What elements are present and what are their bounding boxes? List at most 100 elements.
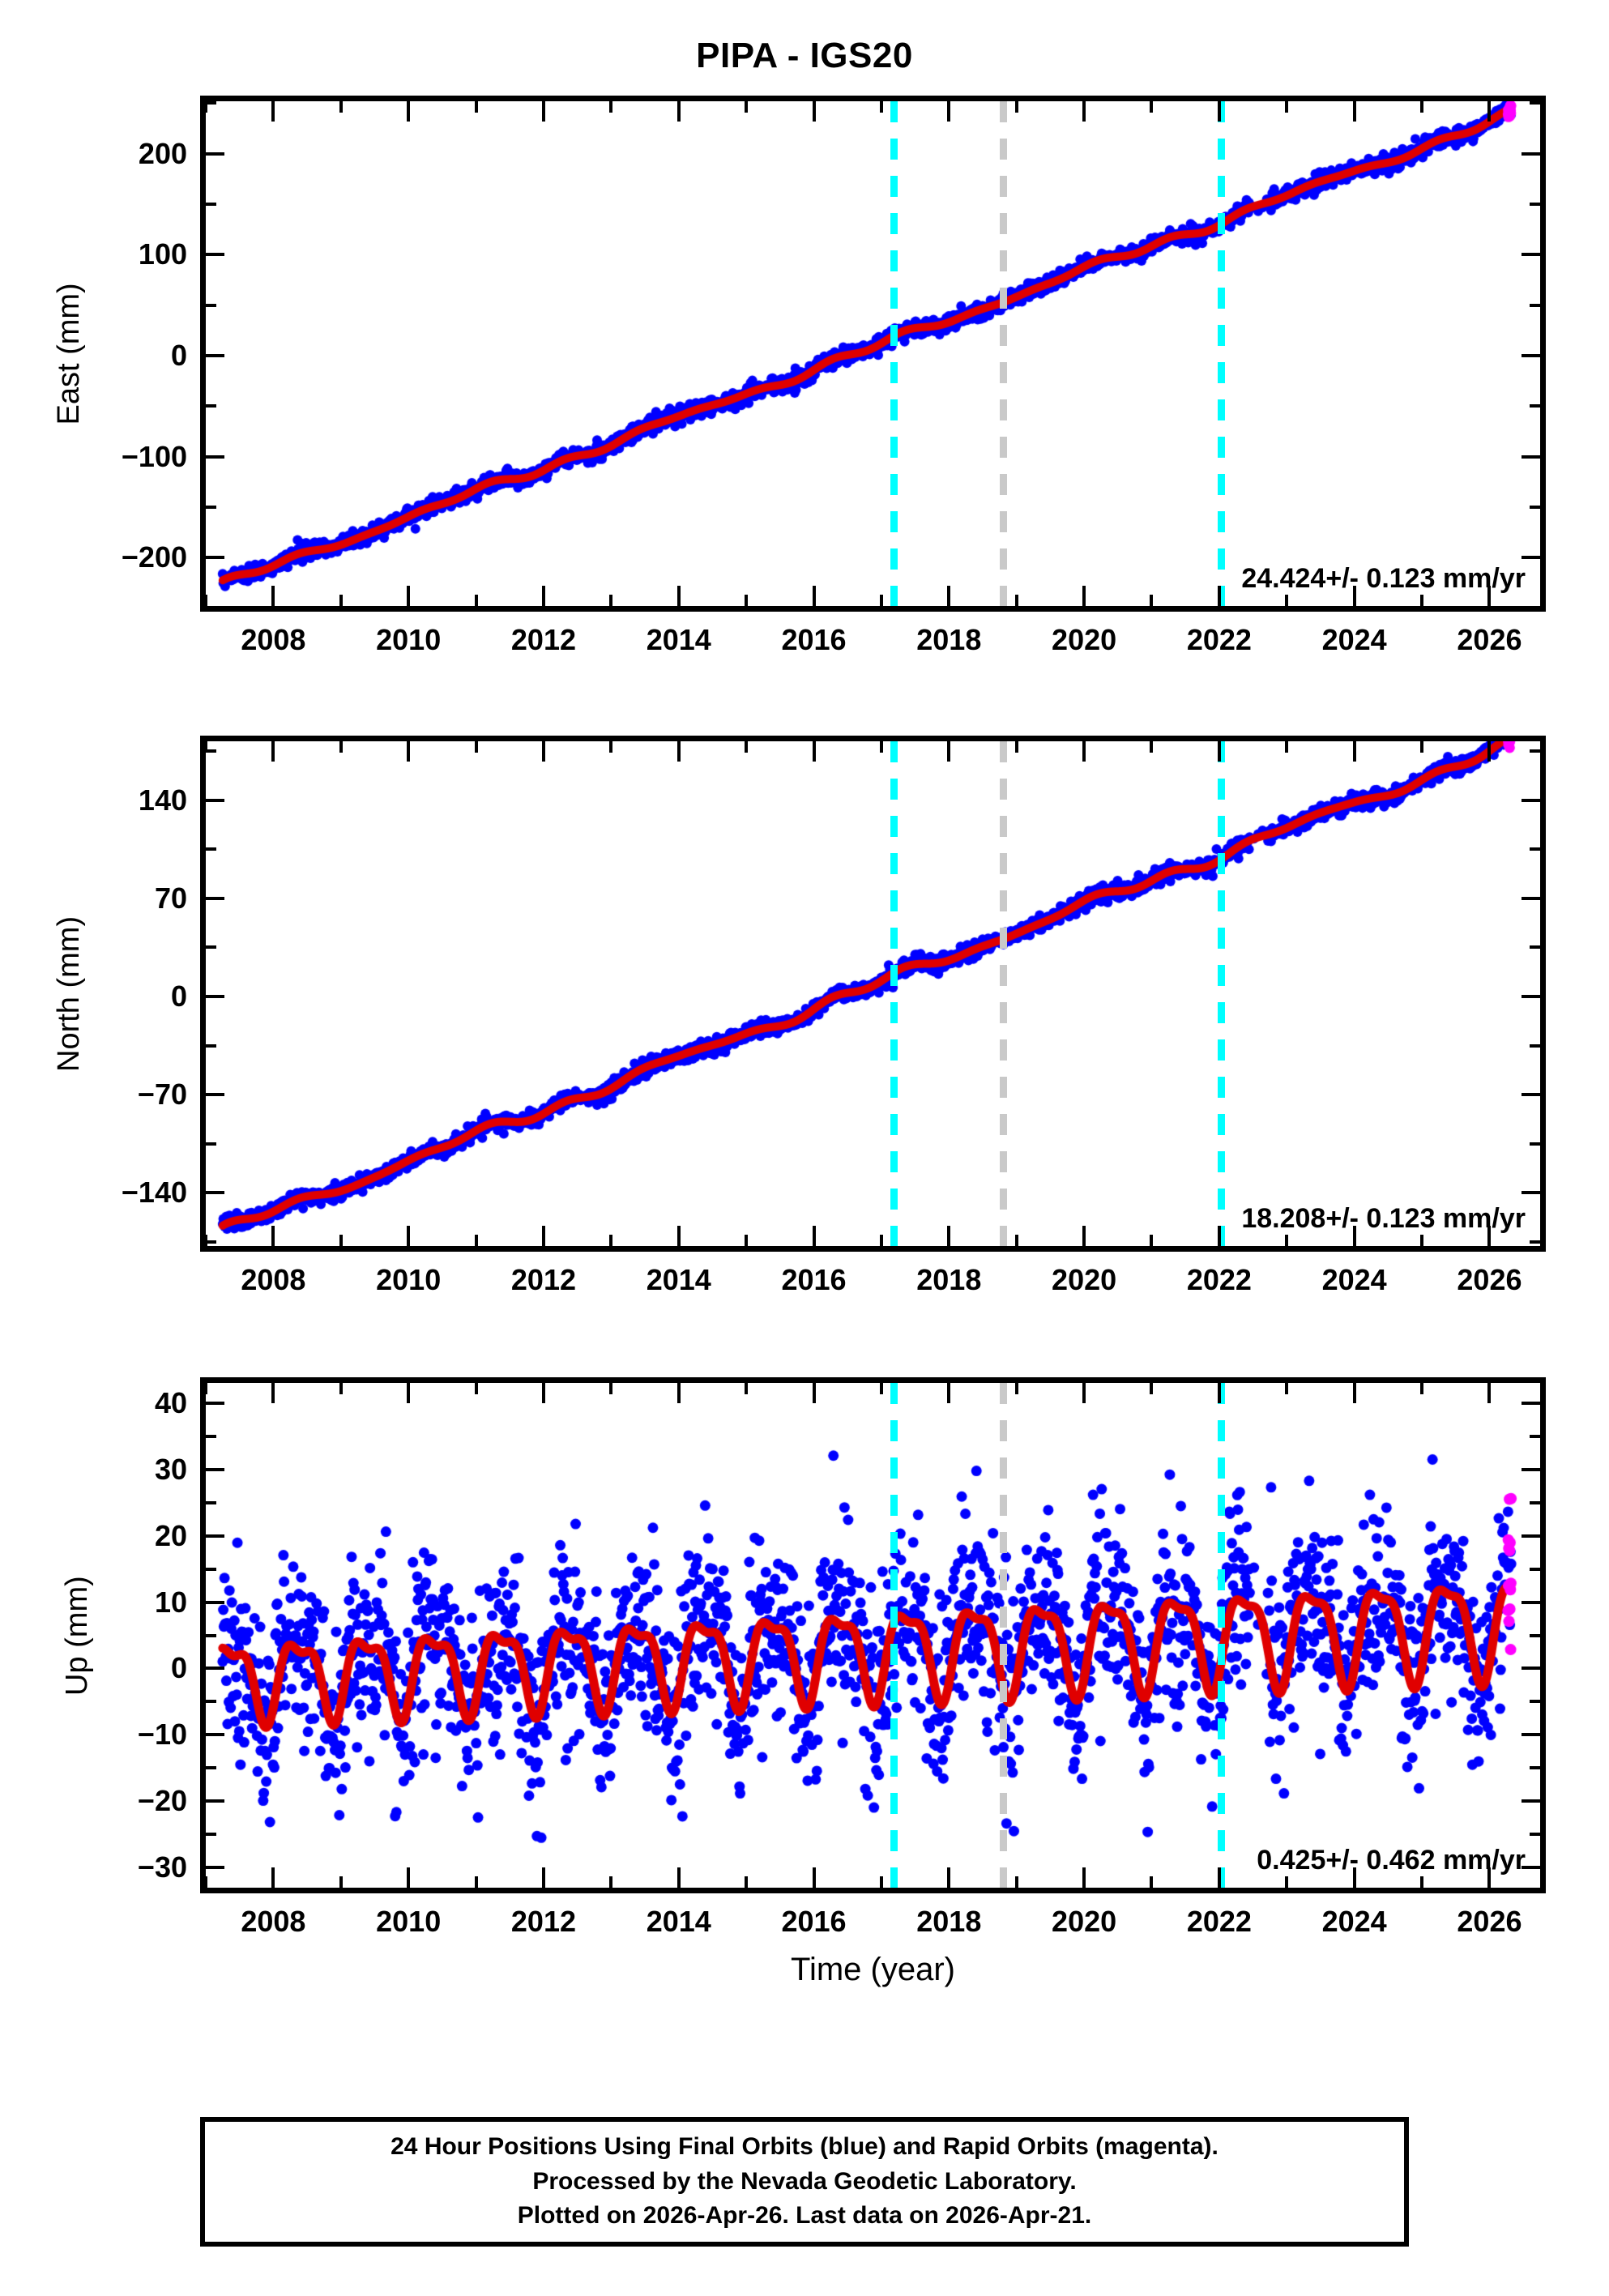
east-axis-title: East (mm)	[52, 282, 86, 425]
footer-line-3: Plotted on 2026-Apr-26. Last data on 202…	[517, 2202, 1092, 2230]
east-ytick-50	[206, 303, 216, 307]
north-ytick-right--175	[1530, 1240, 1540, 1244]
east-rate-label: 24.424+/- 0.123 mm/yr	[1241, 563, 1526, 594]
east-event-line-0	[890, 101, 898, 606]
up-xtick-top-2013	[609, 1383, 613, 1394]
up-xtick-top-2018	[947, 1383, 951, 1403]
north-ytick-0	[206, 994, 224, 998]
up-ytick-right--15	[1530, 1766, 1540, 1770]
east-ytick-right--200	[1522, 556, 1540, 560]
north-xtick-label-2014: 2014	[646, 1263, 711, 1296]
east-xtick-2019	[1014, 595, 1018, 606]
east-xtick-top-2017	[879, 101, 883, 113]
east-ytick-150	[206, 203, 216, 207]
up-xtick-top-2016	[812, 1383, 816, 1403]
east-xtick-top-2021	[1150, 101, 1154, 113]
east-xtick-top-2023	[1285, 101, 1289, 113]
up-xtick-2024	[1352, 1867, 1356, 1888]
up-axis-title: Up (mm)	[60, 1575, 94, 1696]
north-xtick-2017	[879, 1235, 883, 1246]
up-ytick-right--5	[1530, 1700, 1540, 1704]
up-xtick-top-2019	[1014, 1383, 1018, 1394]
north-ytick-175	[206, 749, 216, 753]
east-xtick-2010	[407, 586, 411, 606]
north-xtick-2011	[474, 1235, 478, 1246]
up-xtick-top-2011	[474, 1383, 478, 1394]
north-xtick-2026	[1487, 1226, 1492, 1246]
east-xtick-top-2009	[339, 101, 343, 113]
north-xtick-2025	[1420, 1235, 1424, 1246]
east-xtick-top-2018	[947, 101, 951, 122]
up-xtick-2018	[947, 1867, 951, 1888]
page-title: PIPA - IGS20	[696, 36, 913, 75]
up-xtick-label-2016: 2016	[781, 1905, 847, 1938]
north-xtick-label-2018: 2018	[916, 1263, 982, 1296]
north-xtick-label-2024: 2024	[1321, 1263, 1387, 1296]
up-xtick-2019	[1014, 1876, 1018, 1888]
east-xtick-top-2008	[271, 101, 275, 122]
up-ytick-right-5	[1530, 1633, 1540, 1637]
north-xtick-2010	[407, 1226, 411, 1246]
north-xtick-2021	[1150, 1235, 1154, 1246]
up-ytick-right--30	[1522, 1866, 1540, 1870]
north-xtick-top-2020	[1082, 741, 1086, 762]
east-ytick-250	[206, 101, 216, 105]
up-ytick--20	[206, 1799, 224, 1803]
east-xtick-top-2026	[1487, 101, 1492, 122]
up-ytick-label--20: −20	[137, 1784, 187, 1818]
east-xtick-label-2022: 2022	[1186, 623, 1252, 656]
up-ytick--10	[206, 1733, 224, 1737]
up-ytick--15	[206, 1766, 216, 1770]
east-xtick-label-2010: 2010	[376, 623, 442, 656]
north-xtick-top-2019	[1014, 741, 1018, 753]
up-xtick-2022	[1217, 1867, 1221, 1888]
up-ytick-40	[206, 1401, 224, 1405]
east-ytick-100	[206, 253, 224, 257]
up-ytick-0	[206, 1667, 224, 1671]
up-ytick-35	[206, 1434, 216, 1438]
up-ytick-right--20	[1522, 1799, 1540, 1803]
east-xtick-2022	[1217, 586, 1221, 606]
north-xtick-top-2017	[879, 741, 883, 753]
north-xtick-label-2022: 2022	[1186, 1263, 1252, 1296]
north-ytick-right-140	[1522, 798, 1540, 802]
east-xtick-top-2019	[1014, 101, 1018, 113]
north-xtick-2012	[541, 1226, 545, 1246]
east-xtick-2023	[1285, 595, 1289, 606]
east-xtick-2012	[541, 586, 545, 606]
up-ytick-10	[206, 1600, 224, 1604]
east-event-line-1	[1000, 101, 1008, 606]
north-xtick-2022	[1217, 1226, 1221, 1246]
up-ytick-right-35	[1530, 1434, 1540, 1438]
up-ytick-right-40	[1522, 1401, 1540, 1405]
north-xtick-top-2026	[1487, 741, 1492, 762]
up-xtick-top-2020	[1082, 1383, 1086, 1403]
north-xtick-top-2024	[1352, 741, 1356, 762]
up-xtick-2012	[541, 1867, 545, 1888]
east-xtick-2015	[745, 595, 749, 606]
up-ytick-label-40: 40	[154, 1385, 187, 1419]
east-ytick-right-50	[1530, 303, 1540, 307]
north-xtick-2024	[1352, 1226, 1356, 1246]
north-ytick-right-105	[1530, 847, 1540, 851]
north-xtick-2009	[339, 1235, 343, 1246]
east-xtick-label-2024: 2024	[1321, 623, 1387, 656]
east-xtick-label-2018: 2018	[916, 623, 982, 656]
north-xtick-top-2022	[1217, 741, 1221, 762]
up-xtick-label-2022: 2022	[1186, 1905, 1252, 1938]
east-xtick-2024	[1352, 586, 1356, 606]
up-xtick-2015	[745, 1876, 749, 1888]
up-xtick-top-2010	[407, 1383, 411, 1403]
up-xtick-2009	[339, 1876, 343, 1888]
north-ytick--175	[206, 1240, 216, 1244]
north-ytick--35	[206, 1043, 216, 1048]
north-ytick-105	[206, 847, 216, 851]
east-ytick-right-100	[1522, 253, 1540, 257]
east-xtick-label-2008: 2008	[241, 623, 306, 656]
east-xtick-top-2012	[541, 101, 545, 122]
east-xtick-top-2025	[1420, 101, 1424, 113]
north-axis-title: North (mm)	[52, 915, 86, 1072]
north-xtick-top-2007	[206, 741, 207, 753]
up-ytick-label--10: −10	[137, 1718, 187, 1752]
up-ytick-label-10: 10	[154, 1585, 187, 1619]
